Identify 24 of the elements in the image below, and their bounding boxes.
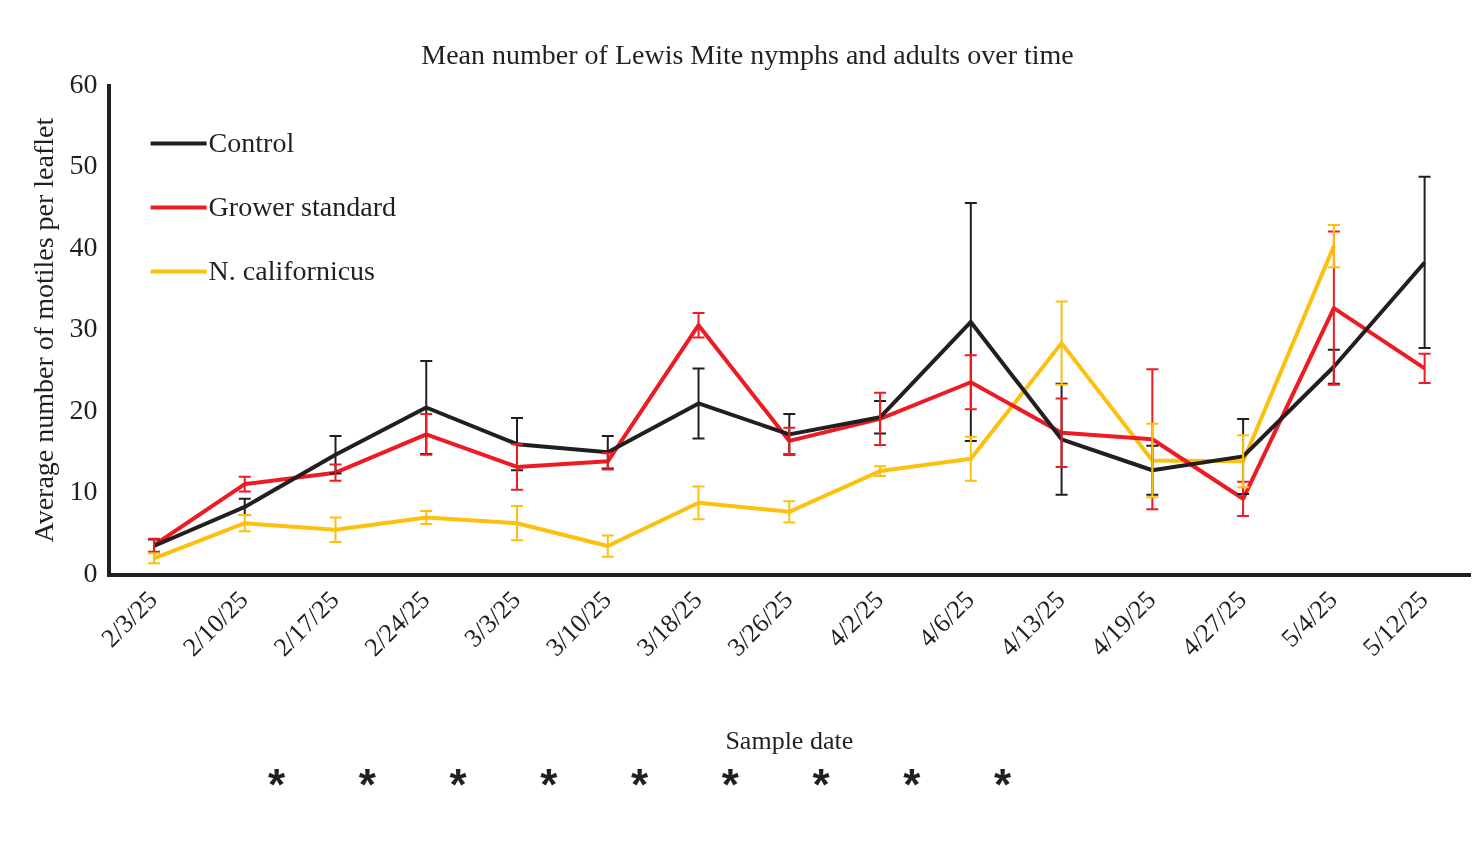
legend-label: Grower standard <box>208 190 396 222</box>
text: * <box>903 760 922 809</box>
y-tick-label: 30 <box>69 312 98 344</box>
y-tick-label: 10 <box>69 475 98 507</box>
text: * <box>812 760 831 809</box>
point <box>146 552 161 565</box>
point <box>237 514 252 533</box>
chart-title: Mean number of Lewis Mite nymphs and adults over time <box>421 39 1074 71</box>
text: * <box>721 760 740 809</box>
text: * <box>630 760 649 809</box>
y-tick-label: 0 <box>83 556 98 588</box>
text: * <box>358 760 377 809</box>
x-axis-title: Sample date <box>725 726 854 756</box>
legend-label: Control <box>208 126 295 158</box>
y-tick-label: 60 <box>69 67 98 99</box>
y-tick-label: 50 <box>69 149 98 181</box>
y-tick-label: 40 <box>69 230 98 262</box>
y-axis-title: Average number of motiles per leaflet <box>28 117 60 543</box>
text: * <box>540 760 559 809</box>
y-tick-label: 20 <box>69 393 98 425</box>
text: * <box>994 760 1013 809</box>
legend-label: N. californicus <box>208 254 375 286</box>
text: * <box>449 760 468 809</box>
text: * <box>267 760 286 809</box>
